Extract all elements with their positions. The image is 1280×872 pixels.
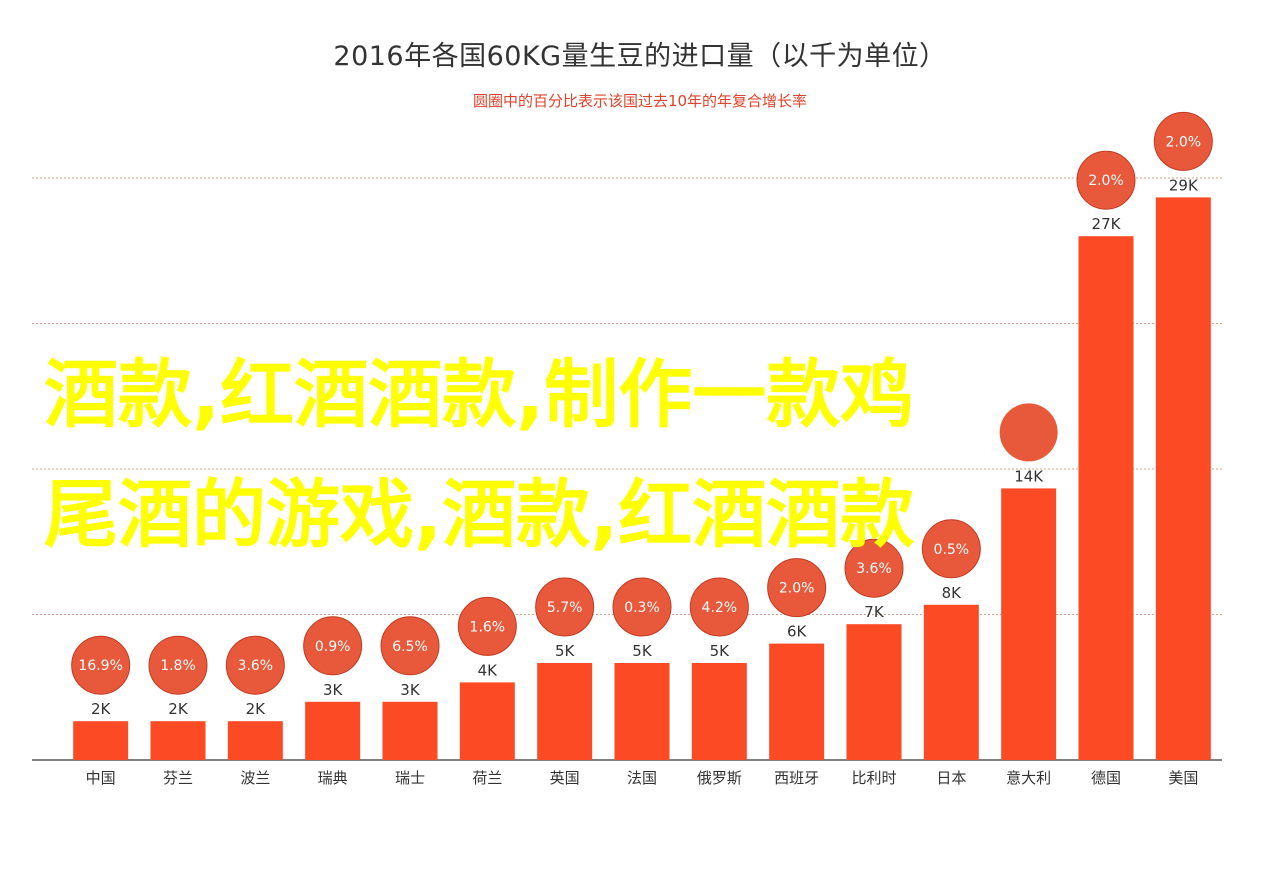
growth-circle (535, 578, 594, 636)
data-label: 3K (323, 681, 344, 699)
x-tick-label: 波兰 (240, 769, 270, 787)
growth-circle-outline (1153, 111, 1213, 171)
x-tick-label: 俄罗斯 (697, 769, 742, 787)
growth-circle (381, 616, 439, 675)
growth-circle-outline (457, 596, 517, 656)
bar (923, 604, 979, 760)
bar (227, 721, 283, 760)
growth-label: 2.0% (779, 581, 815, 597)
growth-circle-outline (689, 577, 749, 637)
x-tick-label: 意大利 (1006, 769, 1051, 787)
growth-circle (613, 578, 671, 636)
data-label: 6K (787, 623, 808, 641)
x-tick-label: 瑞士 (395, 769, 425, 787)
bar (769, 643, 825, 760)
growth-label: 2.0% (1166, 134, 1202, 150)
bar (1001, 488, 1057, 760)
growth-circle (1154, 112, 1213, 171)
x-tick-label: 法国 (627, 769, 657, 787)
bar (382, 701, 438, 760)
growth-circle-outline (767, 558, 827, 618)
bar (691, 663, 747, 760)
growth-circle (922, 519, 981, 578)
growth-circle-outline (844, 538, 904, 598)
overlay-caption-line1: 酒款,红酒酒款,制作一款鸡 (44, 352, 915, 438)
growth-label: 6.5% (392, 639, 428, 655)
growth-label: 4.2% (702, 600, 738, 616)
data-label: 3K (400, 681, 421, 699)
growth-label: 1.8% (160, 658, 196, 674)
chart-subtitle: 圆圈中的百分比表示该国过去10年的年复合增长率 (472, 92, 808, 110)
growth-circle-outline (380, 616, 440, 676)
growth-circle (999, 403, 1058, 462)
data-label: 2K (91, 700, 112, 718)
data-label: 5K (555, 642, 576, 660)
growth-circle-outline (535, 577, 595, 637)
bar (846, 624, 902, 760)
growth-circle (690, 578, 749, 636)
growth-label: 3.6% (856, 561, 892, 577)
data-label: 7K (864, 603, 885, 621)
growth-label: 5.7% (547, 600, 583, 616)
growth-label: 0.5% (934, 542, 970, 558)
data-label: 2K (246, 700, 267, 718)
bar (150, 721, 206, 760)
data-label: 5K (632, 642, 653, 660)
x-tick-label: 中国 (86, 769, 116, 787)
growth-label: 16.9% (78, 658, 122, 674)
x-tick-label: 瑞典 (318, 769, 348, 787)
growth-label: 3.6% (238, 658, 274, 674)
data-label: 29K (1169, 176, 1199, 194)
x-tick-label: 西班牙 (774, 769, 819, 787)
growth-circle-outline (225, 635, 285, 695)
growth-circle-outline (303, 616, 363, 676)
growth-circle (303, 616, 362, 675)
x-tick-label: 英国 (550, 769, 580, 787)
bar (614, 663, 670, 760)
growth-label: 0.3% (624, 600, 660, 616)
bar (305, 701, 361, 760)
x-tick-label: 日本 (936, 769, 966, 787)
growth-circle (1077, 151, 1135, 210)
growth-circle (458, 597, 517, 656)
growth-circle (845, 539, 903, 598)
growth-circle-outline (612, 577, 672, 637)
growth-circle (767, 558, 826, 617)
data-label: 14K (1014, 467, 1044, 485)
x-tick-label: 比利时 (851, 769, 896, 787)
bar (1155, 197, 1211, 760)
growth-circle (71, 636, 130, 695)
data-label: 27K (1092, 215, 1122, 233)
growth-circle-outline (1076, 150, 1136, 210)
data-label: 8K (942, 584, 963, 602)
growth-circle-outline (148, 635, 208, 695)
growth-label: 0.9% (315, 639, 351, 655)
growth-circle (226, 636, 285, 695)
x-tick-label: 美国 (1168, 769, 1198, 787)
bar (1078, 236, 1134, 760)
x-tick-label: 德国 (1091, 769, 1121, 787)
data-label: 2K (168, 700, 189, 718)
data-label: 4K (478, 661, 499, 679)
growth-label: 2.0% (1088, 173, 1124, 189)
growth-circle-outline (71, 635, 131, 695)
x-tick-label: 芬兰 (163, 769, 193, 787)
chart-title: 2016年各国60KG量生豆的进口量（以千为单位） (333, 41, 947, 72)
bar (73, 721, 129, 760)
data-label: 5K (710, 642, 731, 660)
overlay-caption-line2: 尾酒的游戏,酒款,红酒酒款 (44, 472, 915, 558)
growth-label: 1.6% (470, 619, 506, 635)
bar (537, 663, 593, 760)
x-tick-label: 荷兰 (472, 769, 502, 787)
growth-circle (149, 636, 207, 695)
bar (459, 682, 515, 760)
growth-circle-outline (921, 519, 981, 579)
